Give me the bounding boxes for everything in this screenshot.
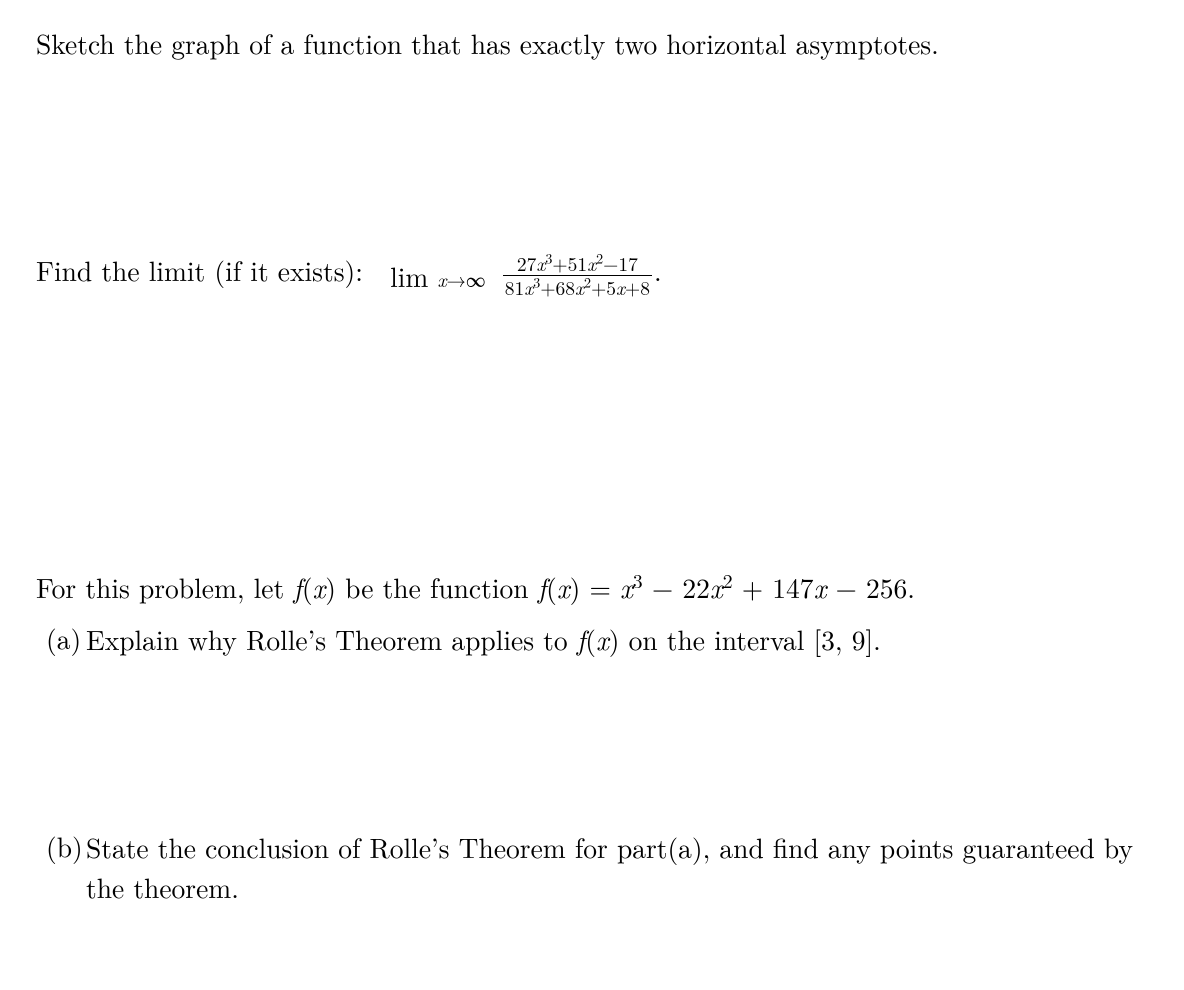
limit-subscript: x→∞ <box>437 265 485 293</box>
part-a-pre: Explain why Rolle’s Theorem applies to <box>86 619 577 658</box>
problem2-lead: Find the limit (if it exists): <box>36 250 363 289</box>
limit-operator: lim x→∞ <box>390 257 485 294</box>
part-a-fx-var: x <box>596 619 609 658</box>
limit-sub-target: ∞ <box>466 265 486 293</box>
lead-pre: For this problem, let <box>36 567 293 606</box>
part-a-fx-name: f <box>577 619 585 658</box>
part-b-text: State the conclusion of Rolle’s Theorem … <box>86 827 1148 907</box>
fx-var-1: x <box>313 567 326 606</box>
part-a-label: (a) <box>46 619 86 656</box>
poly-b: − 22 <box>643 567 710 606</box>
fraction-numerator: 27x3+51x2−17 <box>503 253 652 275</box>
den-var-3: x <box>616 273 625 301</box>
fx-eq: = <box>580 567 620 606</box>
problem-find-limit: Find the limit (if it exists): lim x→∞ 2… <box>36 251 1148 298</box>
den-coef-c: +5 <box>591 273 616 301</box>
den-coef-d: +8 <box>625 273 650 301</box>
poly-var-2: x <box>710 567 723 606</box>
part-b-label: (b) <box>46 827 86 864</box>
fx-name-2: f <box>538 567 546 606</box>
math-problems-page: Sketch the graph of a function that has … <box>0 0 1184 990</box>
problem2-period: . <box>654 250 662 289</box>
den-exp-2: 2 <box>584 272 591 292</box>
problem3-part-b: (b) State the conclusion of Rolle’s Theo… <box>36 827 1148 907</box>
fx-close-1: ) <box>325 567 336 606</box>
poly-exp-2: 2 <box>723 566 733 594</box>
problem-rolles-theorem: For this problem, let f(x) be the functi… <box>36 568 1148 907</box>
problem1-text: Sketch the graph of a function that has … <box>36 23 939 62</box>
fx-var-2: x <box>557 567 570 606</box>
poly-c: + 147 <box>733 567 814 606</box>
poly-d: − 256. <box>826 567 915 606</box>
den-coef-b: +68 <box>540 273 575 301</box>
problem3-lead: For this problem, let f(x) be the functi… <box>36 568 1148 605</box>
fx-open-1: ( <box>302 567 313 606</box>
part-a-text: Explain why Rolle’s Theorem applies to f… <box>86 619 1148 659</box>
fx-open-2: ( <box>546 567 557 606</box>
poly-var-1: x <box>620 567 633 606</box>
problem3-part-a: (a) Explain why Rolle’s Theorem applies … <box>36 619 1148 659</box>
fx-name-1: f <box>293 567 301 606</box>
poly-exp-3: 3 <box>633 566 643 594</box>
den-var-1: x <box>524 273 533 301</box>
den-coef-a: 81 <box>505 273 525 301</box>
poly-var-3: x <box>814 567 827 606</box>
limit-label: lim <box>390 256 428 295</box>
fraction-denominator: 81x3+68x2+5x+8 <box>503 275 652 298</box>
limit-sub-arrow: → <box>447 265 467 293</box>
den-var-2: x <box>575 273 584 301</box>
fx-close-2: ) <box>570 567 581 606</box>
problem-sketch-asymptotes: Sketch the graph of a function that has … <box>36 24 1148 61</box>
lead-mid: be the function <box>336 567 538 606</box>
limit-fraction: 27x3+51x2−17 81x3+68x2+5x+8 <box>503 253 652 298</box>
part-a-fx-open: ( <box>585 619 596 658</box>
part-a-post: on the interval [3, 9]. <box>619 619 880 658</box>
limit-sub-var: x <box>437 265 446 293</box>
part-a-fx-close: ) <box>609 619 620 658</box>
